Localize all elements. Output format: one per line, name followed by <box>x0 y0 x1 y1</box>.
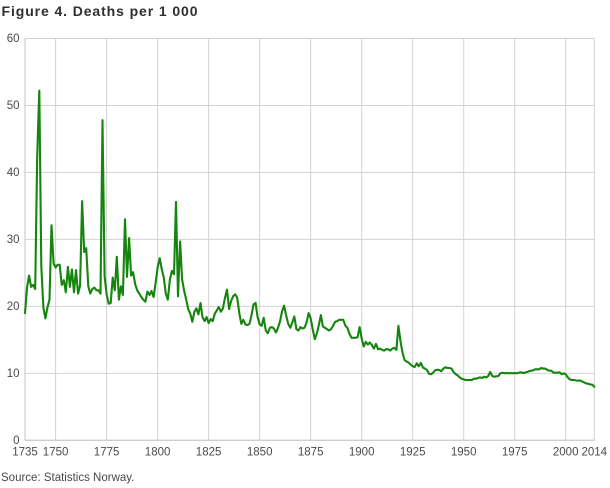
svg-text:1825: 1825 <box>196 447 222 459</box>
svg-text:30: 30 <box>7 234 20 246</box>
svg-text:1750: 1750 <box>43 447 69 459</box>
svg-text:1975: 1975 <box>502 447 528 459</box>
svg-text:1735: 1735 <box>12 447 38 459</box>
svg-text:40: 40 <box>7 167 20 179</box>
svg-text:2014: 2014 <box>582 447 608 459</box>
svg-text:0: 0 <box>13 435 19 447</box>
svg-text:10: 10 <box>7 368 20 380</box>
svg-text:50: 50 <box>7 100 20 112</box>
svg-text:1875: 1875 <box>298 447 324 459</box>
svg-text:1900: 1900 <box>349 447 375 459</box>
svg-text:2000: 2000 <box>553 447 579 459</box>
svg-text:1850: 1850 <box>247 447 273 459</box>
svg-text:1950: 1950 <box>451 447 477 459</box>
svg-text:1800: 1800 <box>145 447 171 459</box>
svg-text:1775: 1775 <box>94 447 120 459</box>
svg-text:20: 20 <box>7 301 20 313</box>
svg-text:1925: 1925 <box>400 447 426 459</box>
svg-text:60: 60 <box>7 33 20 45</box>
